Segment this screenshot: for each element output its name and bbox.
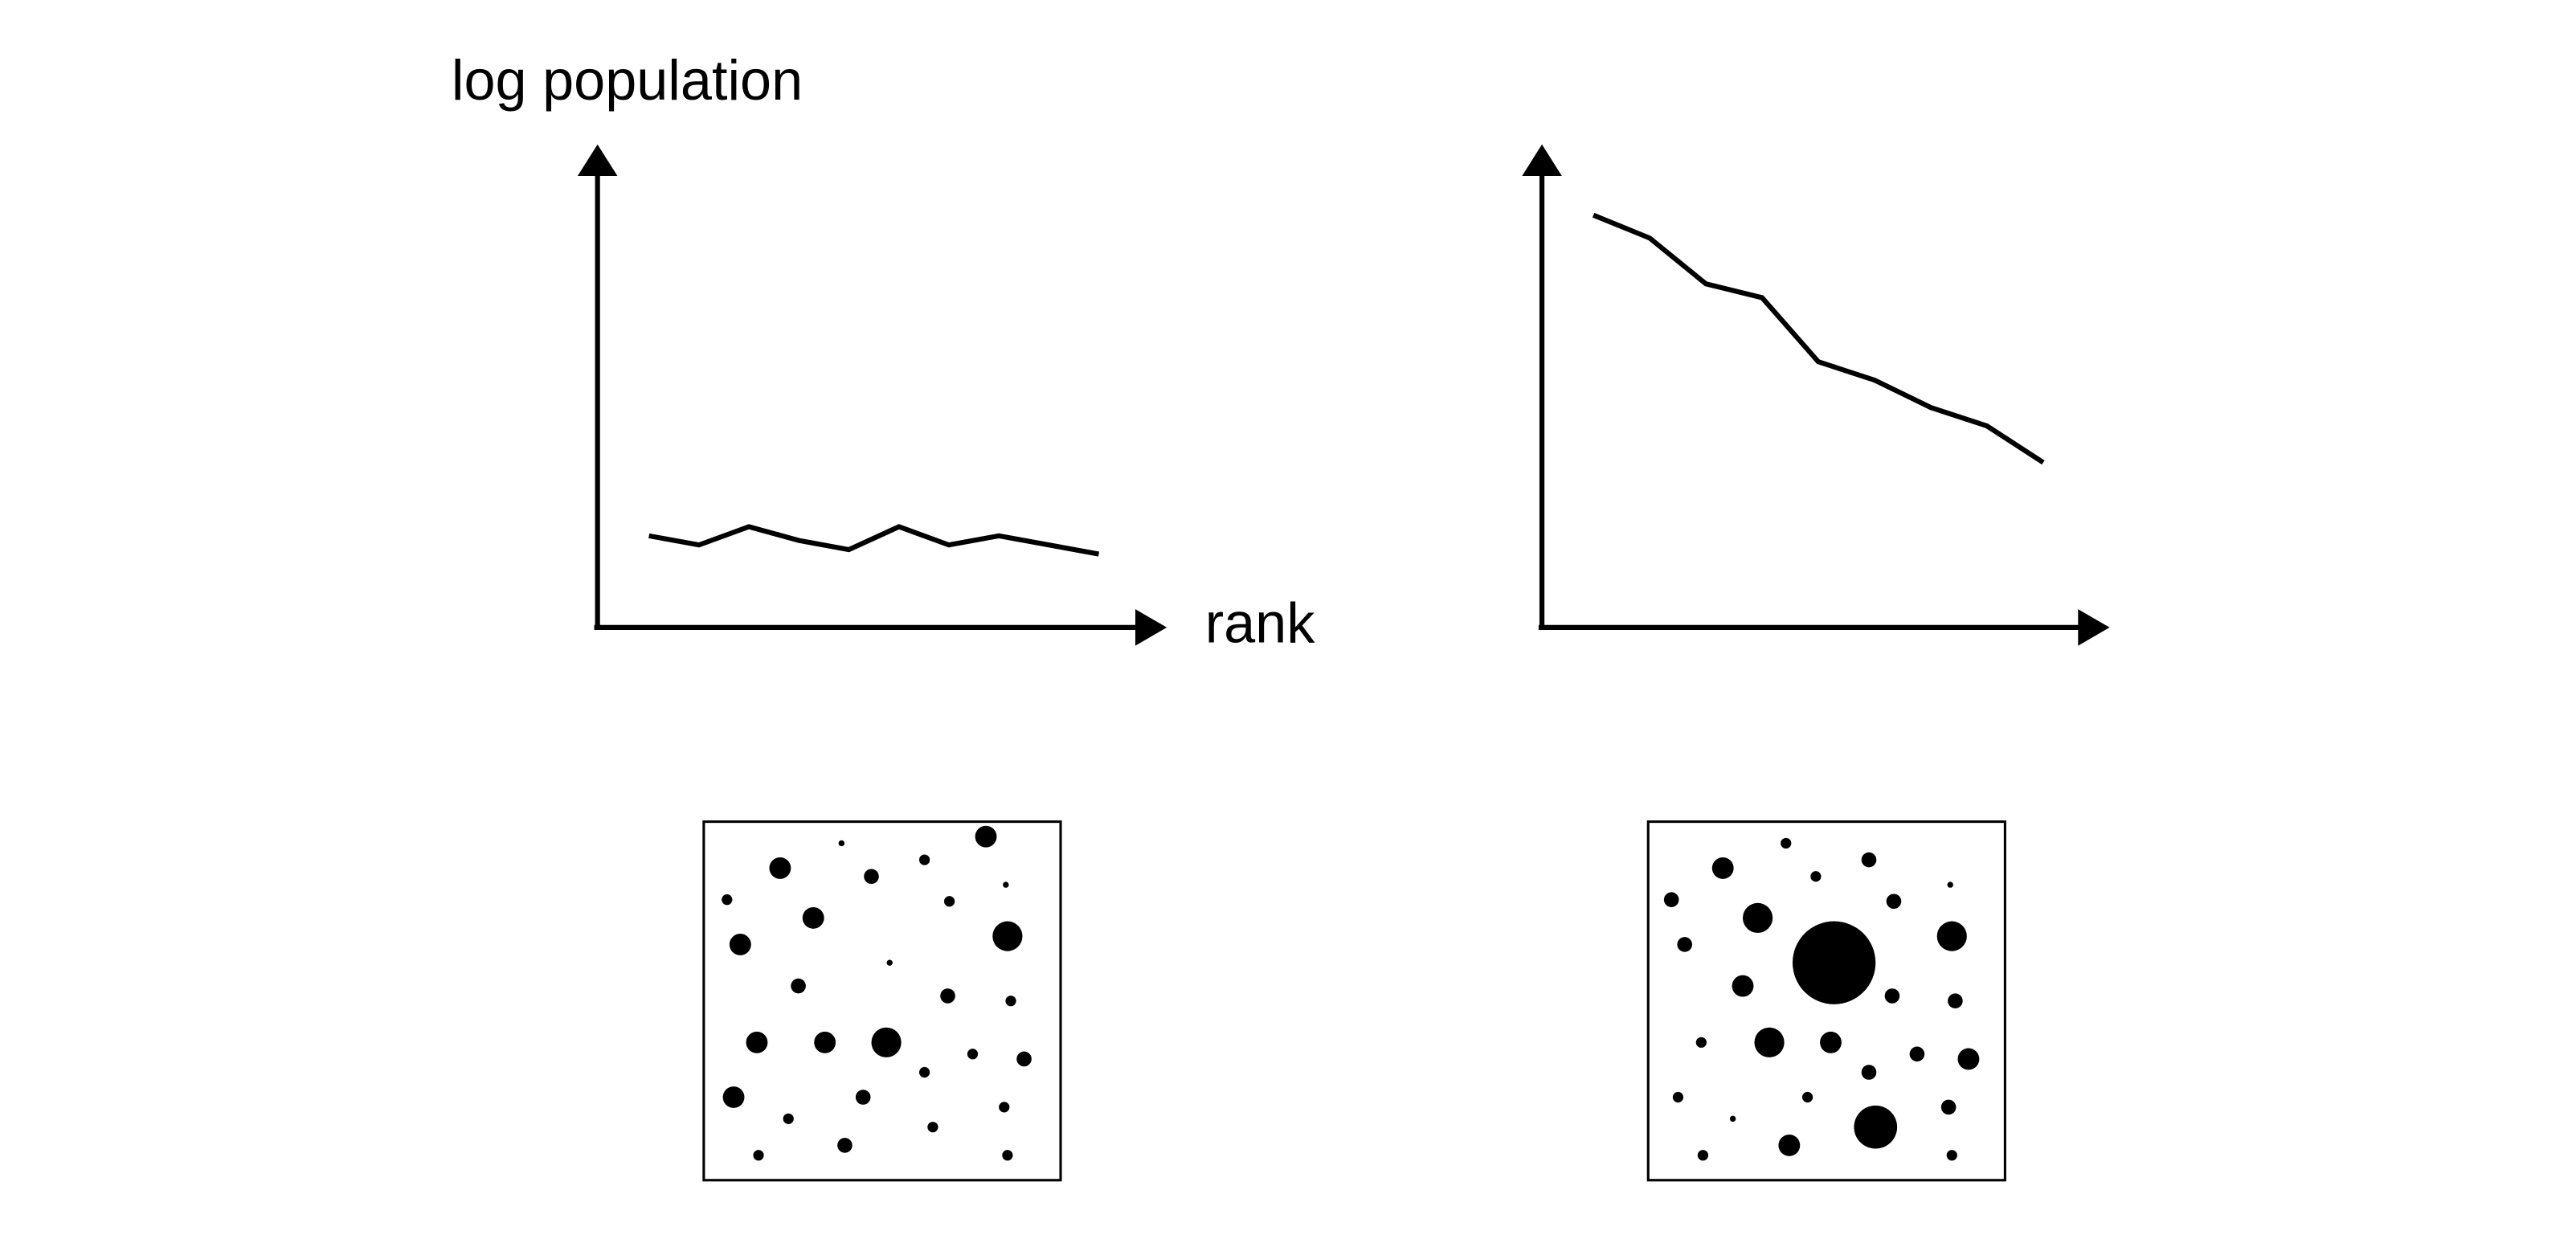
city-dot bbox=[940, 988, 955, 1004]
city-dot bbox=[1005, 996, 1016, 1007]
city-dot bbox=[753, 1150, 764, 1161]
left-chart: log population rank bbox=[452, 48, 1315, 654]
city-dot bbox=[1940, 1099, 1957, 1115]
city-dot bbox=[814, 1031, 836, 1053]
city-dot bbox=[838, 840, 845, 847]
city-dot bbox=[802, 906, 824, 929]
city-dot bbox=[1947, 881, 1953, 888]
city-dot bbox=[999, 1102, 1010, 1113]
city-dot bbox=[1754, 1027, 1785, 1057]
city-dot bbox=[1792, 921, 1876, 1004]
city-dot bbox=[1884, 988, 1900, 1004]
city-dot bbox=[729, 934, 751, 955]
city-dot bbox=[927, 1122, 938, 1133]
city-dot bbox=[1743, 902, 1773, 933]
left-y-arrowhead bbox=[577, 144, 618, 177]
city-dot bbox=[1886, 894, 1902, 910]
left-map-frame bbox=[702, 820, 1062, 1182]
city-dot bbox=[1697, 1150, 1709, 1161]
right-x-arrowhead bbox=[2078, 609, 2110, 646]
city-dot bbox=[1672, 1091, 1684, 1103]
city-dot bbox=[975, 825, 997, 848]
city-dot bbox=[783, 1113, 794, 1124]
city-dot bbox=[871, 1027, 902, 1057]
right-chart bbox=[1522, 144, 2110, 646]
city-dot bbox=[918, 1066, 930, 1078]
city-dot bbox=[943, 896, 955, 907]
city-dot bbox=[1695, 1037, 1707, 1048]
city-dot bbox=[918, 854, 930, 865]
city-dot bbox=[1948, 993, 1963, 1008]
city-dot bbox=[837, 1138, 853, 1153]
city-dot bbox=[722, 1086, 745, 1108]
y-axis-label: log population bbox=[452, 48, 803, 112]
city-dot bbox=[1861, 852, 1877, 868]
city-dot bbox=[1732, 975, 1754, 997]
left-city-map bbox=[702, 820, 1062, 1182]
city-dot bbox=[1677, 937, 1693, 952]
right-city-map bbox=[1646, 820, 2006, 1182]
city-dot bbox=[791, 978, 806, 994]
city-dot bbox=[1778, 1134, 1801, 1156]
city-dot bbox=[1909, 1046, 1925, 1062]
city-dot bbox=[722, 894, 733, 906]
city-dot bbox=[1861, 1065, 1877, 1080]
city-dot bbox=[1663, 892, 1679, 907]
city-dot bbox=[1711, 857, 1734, 879]
city-dot bbox=[1781, 837, 1792, 849]
city-dot bbox=[967, 1049, 979, 1060]
city-dot bbox=[992, 921, 1023, 951]
city-dot bbox=[1016, 1051, 1032, 1067]
x-axis-label: rank bbox=[1205, 591, 1315, 654]
city-dot bbox=[1003, 881, 1009, 888]
city-dot bbox=[1002, 1150, 1013, 1161]
city-dot bbox=[1854, 1105, 1898, 1149]
city-dot bbox=[1801, 1091, 1813, 1103]
city-dot bbox=[864, 869, 879, 885]
city-dot bbox=[886, 959, 893, 966]
city-dot bbox=[1820, 1031, 1842, 1053]
city-dot bbox=[1936, 921, 1967, 951]
right-map-frame bbox=[1646, 820, 2006, 1182]
left-x-arrowhead bbox=[1135, 609, 1167, 646]
city-dot bbox=[1946, 1150, 1957, 1161]
city-dot bbox=[855, 1090, 871, 1105]
city-dot bbox=[769, 857, 791, 879]
right-rank-curve bbox=[1592, 212, 2045, 465]
city-dot bbox=[1729, 1115, 1736, 1123]
left-rank-curve bbox=[648, 524, 1100, 557]
city-dot bbox=[746, 1031, 768, 1053]
city-dot bbox=[1810, 871, 1822, 882]
city-dot bbox=[1957, 1048, 1980, 1070]
right-y-arrowhead bbox=[1522, 144, 1562, 177]
